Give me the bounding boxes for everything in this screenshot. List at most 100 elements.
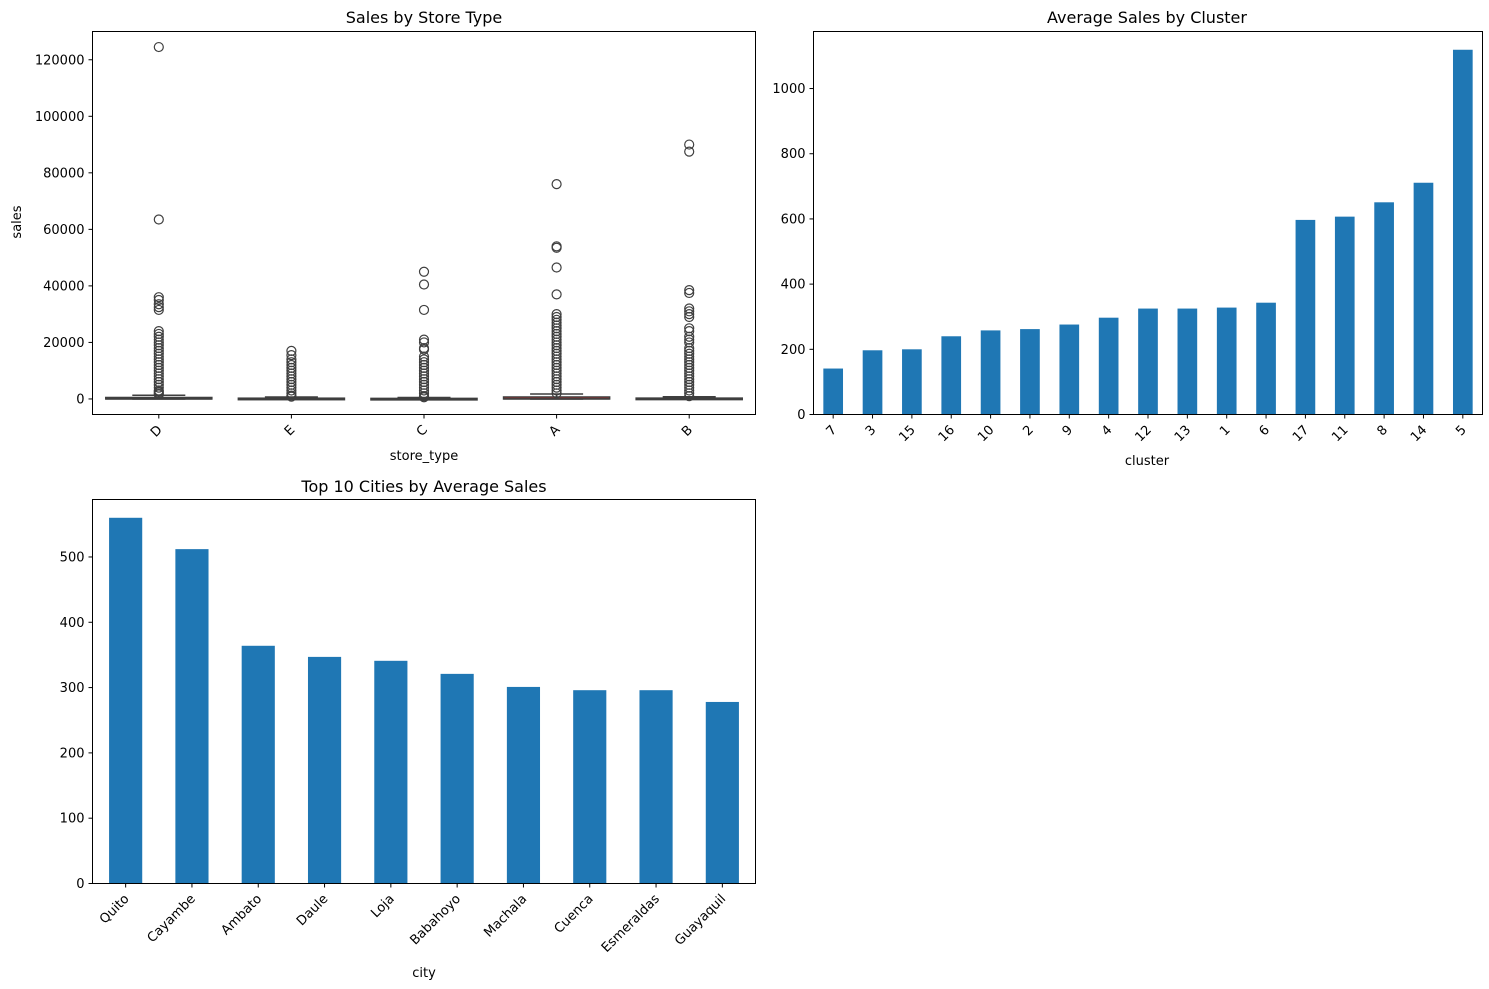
bar: [639, 690, 673, 884]
x-tick-label: C: [414, 423, 431, 440]
outlier-point: [551, 179, 562, 190]
outlier-point: [153, 299, 164, 310]
outlier-point: [684, 388, 695, 399]
x-tick-label: Guayaquil: [672, 892, 729, 949]
bar: [241, 645, 275, 884]
chart-title: Average Sales by Cluster: [1047, 8, 1247, 27]
bar: [1098, 317, 1119, 415]
outlier-point: [684, 309, 695, 320]
city-bar-chart: Top 10 Cities by Average Sales city 0 100…: [60, 477, 756, 981]
outlier-point: [418, 266, 430, 277]
x-tick-label: 13: [1172, 423, 1194, 445]
x-tick-label: Esmeraldas: [599, 892, 663, 956]
outlier-point: [153, 41, 164, 53]
x-tick-label: Babahoyo: [407, 892, 464, 949]
outlier-point: [684, 391, 695, 402]
axes-frame: [813, 31, 1483, 415]
outlier-point: [551, 382, 562, 393]
x-tick-label: 3: [863, 423, 879, 439]
bar: [705, 701, 739, 884]
y-tick-label: 40000: [43, 279, 84, 294]
x-tick-label: D: [148, 423, 166, 441]
bar: [109, 517, 143, 884]
x-tick-label: 12: [1133, 423, 1155, 445]
y-tick-label: 60000: [43, 223, 84, 238]
outlier-point: [418, 344, 430, 355]
outlier-point: [286, 385, 297, 396]
outlier-point: [684, 331, 695, 342]
x-axis-label: cluster: [1125, 454, 1170, 469]
outlier-point: [418, 337, 430, 348]
x-tick-label: B: [679, 423, 696, 440]
bar: [307, 656, 342, 884]
outlier-point: [153, 294, 164, 306]
bar: [573, 690, 607, 884]
y-tick-label: 0: [797, 408, 805, 423]
y-tick-label: 600: [781, 212, 806, 227]
outlier-point: [153, 389, 164, 400]
y-tick-label: 200: [60, 746, 85, 761]
outlier-point: [684, 285, 695, 296]
outlier-point: [286, 350, 297, 361]
x-tick-label: Cayambe: [145, 892, 199, 946]
x-tick-label: Quito: [97, 892, 132, 927]
bar: [941, 336, 962, 415]
y-tick-label: 500: [60, 550, 85, 565]
x-tick-label: A: [547, 423, 564, 440]
y-tick-label: 80000: [43, 166, 84, 181]
outlier-point: [418, 304, 430, 316]
bar: [440, 673, 474, 884]
y-tick-label: 0: [76, 392, 84, 407]
y-tick-label: 100000: [35, 110, 85, 125]
x-tick-label: 2: [1020, 423, 1036, 439]
bar: [1138, 308, 1158, 415]
y-tick-label: 400: [60, 616, 85, 631]
x-tick-label: 8: [1374, 423, 1390, 439]
y-tick-label: 0: [76, 877, 84, 892]
x-tick-label: 4: [1099, 423, 1115, 439]
y-tick-label: 800: [781, 147, 806, 162]
outlier-point: [684, 311, 695, 323]
bar: [1413, 182, 1434, 415]
y-axis-label: sales: [10, 205, 25, 238]
y-tick-label: 1000: [772, 82, 805, 97]
outlier-point: [418, 279, 430, 290]
outlier-point: [153, 304, 164, 316]
x-axis-label: city: [412, 966, 436, 981]
x-tick-label: 11: [1329, 423, 1351, 445]
outlier-point: [153, 382, 164, 393]
x-tick-label: 9: [1060, 423, 1076, 439]
y-tick-label: 200: [781, 343, 806, 358]
bar: [506, 686, 541, 884]
x-tick-label: Loja: [368, 892, 397, 921]
bar: [1216, 307, 1237, 415]
bar: [1334, 216, 1355, 415]
outlier-point: [551, 242, 562, 253]
outlier-point: [684, 287, 695, 299]
outlier-point: [551, 385, 562, 396]
outlier-point: [153, 292, 164, 303]
x-tick-label: 10: [975, 423, 997, 445]
x-tick-label: Cuenca: [552, 892, 597, 937]
outlier-point: [418, 385, 430, 396]
y-tick-label: 400: [781, 278, 806, 293]
bar: [862, 350, 883, 415]
bar: [374, 660, 408, 884]
outlier-point: [684, 139, 695, 150]
x-tick-label: 17: [1290, 423, 1312, 445]
x-tick-label: 5: [1453, 423, 1469, 439]
bar: [1256, 302, 1276, 415]
x-tick-label: Ambato: [219, 892, 266, 939]
outlier-point: [684, 146, 695, 157]
cluster-bar-chart: Average Sales by Cluster cluster 0 200 400…: [772, 8, 1483, 469]
x-tick-label: Daule: [294, 892, 331, 929]
x-tick-label: 14: [1408, 423, 1430, 445]
bar: [1020, 329, 1040, 415]
chart-title: Top 10 Cities by Average Sales: [300, 477, 546, 496]
plot-area: 0 100 200 300 400 500 Quito Cayambe Ambato Daule L…: [60, 517, 739, 956]
outlier-point: [286, 391, 297, 402]
x-tick-label: 16: [936, 423, 958, 445]
x-tick-label: 15: [896, 423, 918, 445]
outlier-point: [551, 262, 562, 273]
